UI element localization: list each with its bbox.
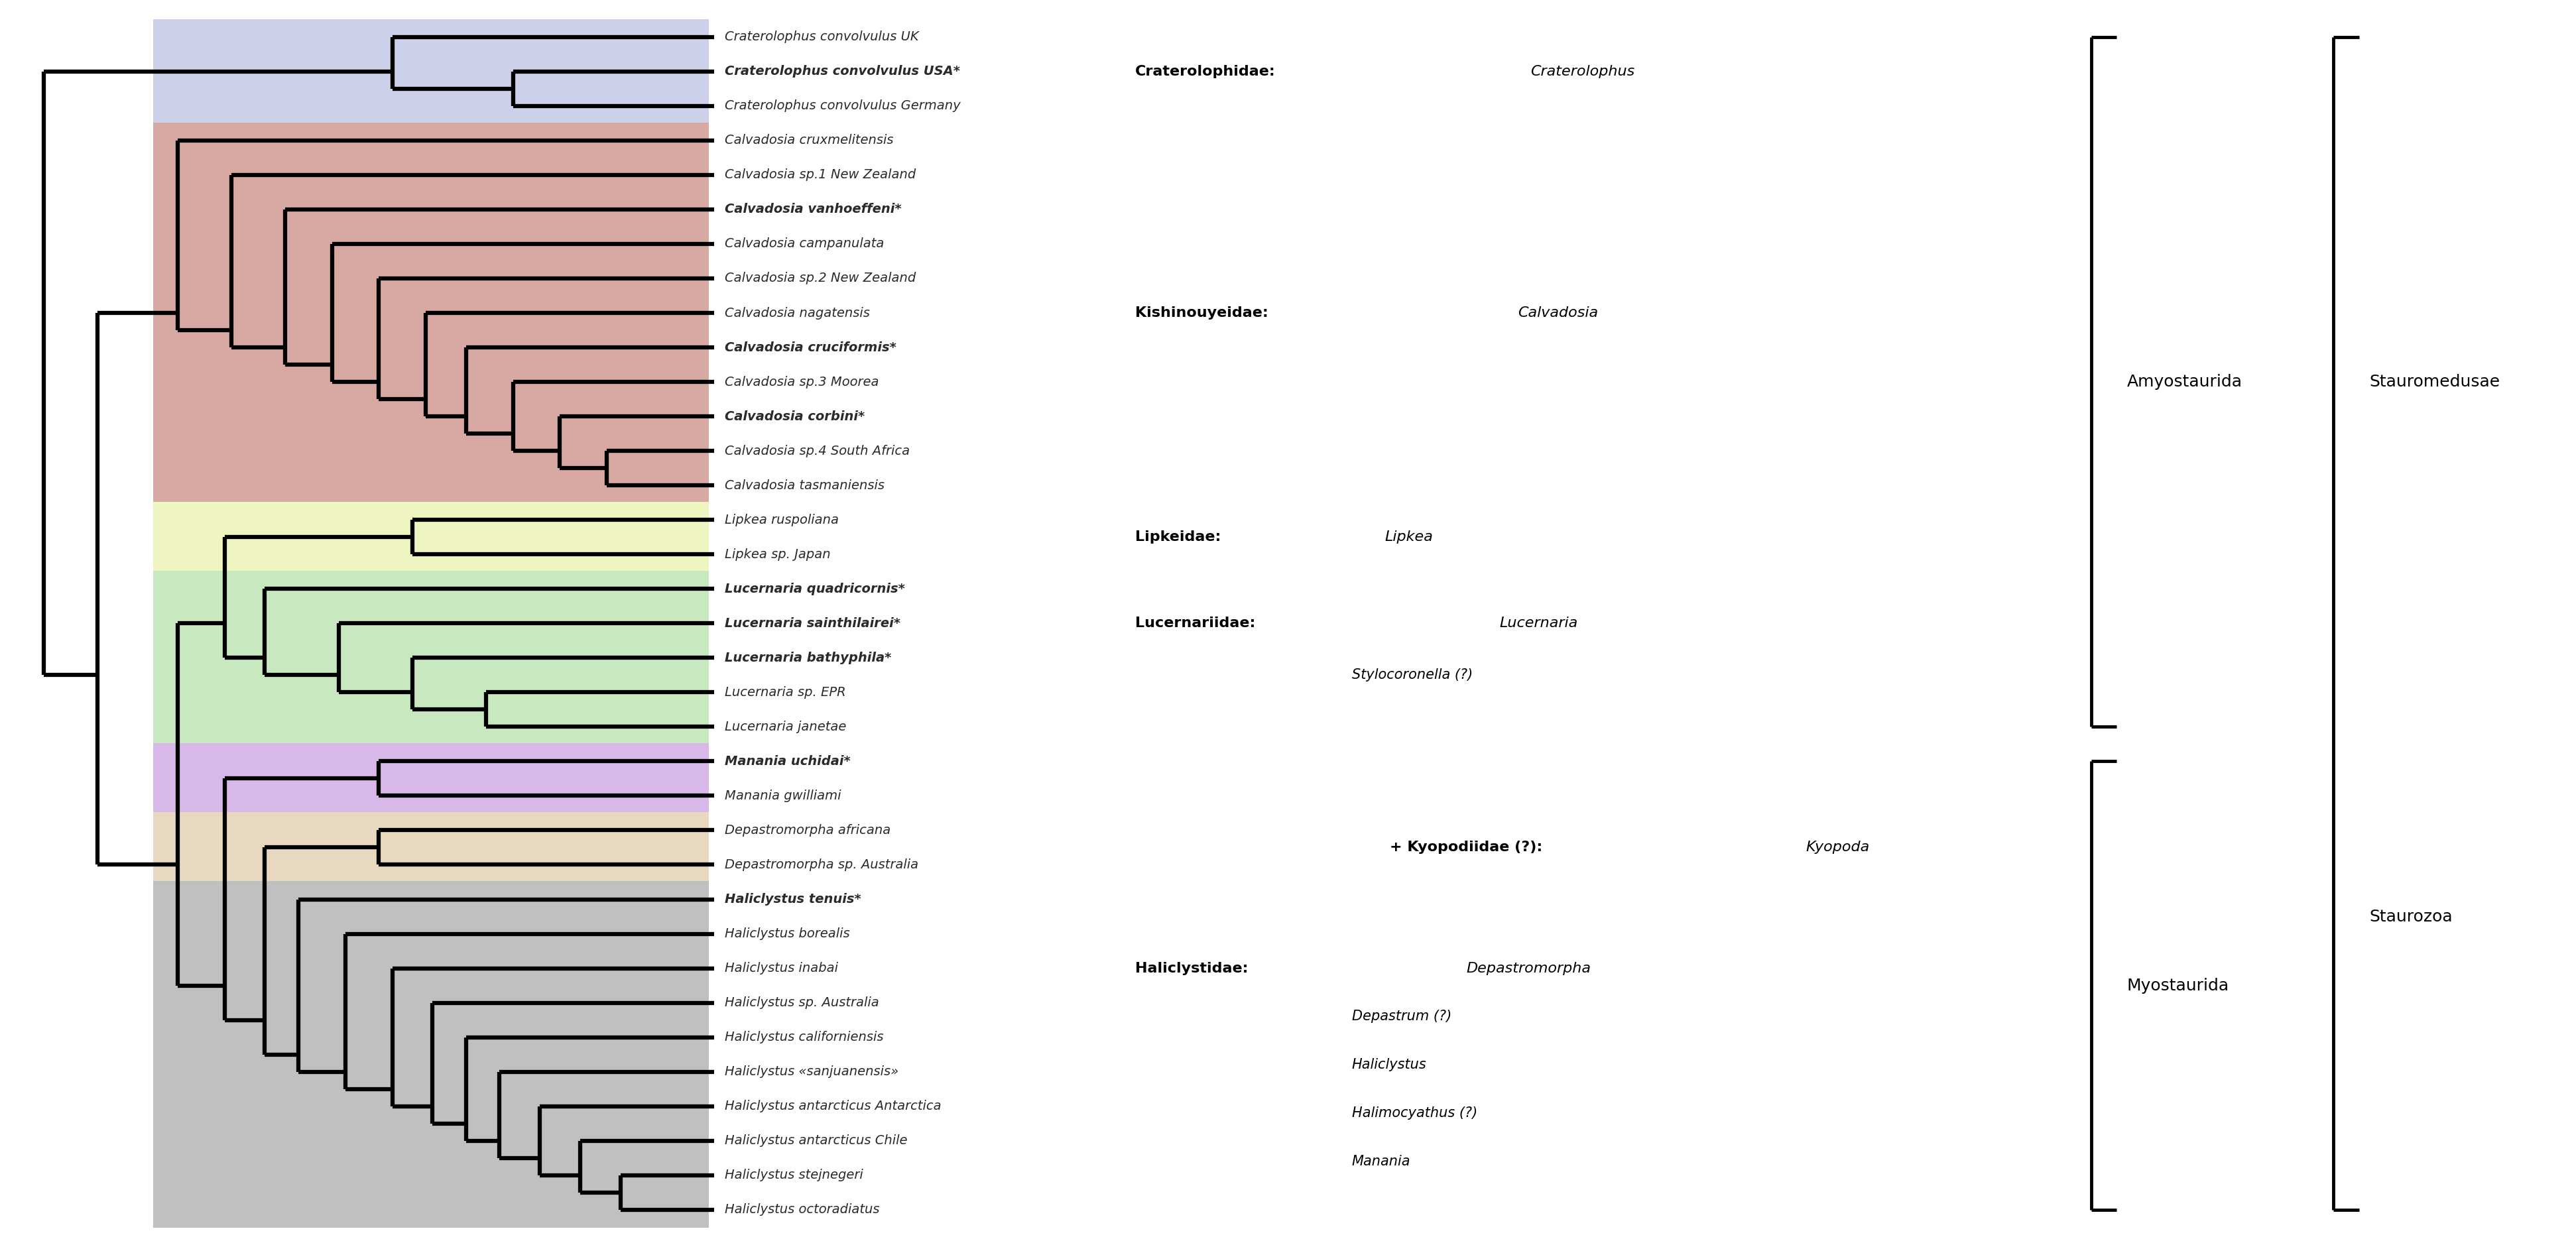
Text: Lucernariidae:: Lucernariidae: (1136, 617, 1255, 630)
Text: Haliclystus borealis: Haliclystus borealis (724, 927, 850, 940)
Text: Calvadosia sp.4 South Africa: Calvadosia sp.4 South Africa (724, 445, 909, 457)
Text: Calvadosia cruxmelitensis: Calvadosia cruxmelitensis (724, 134, 894, 147)
Text: Lipkea sp. Japan: Lipkea sp. Japan (724, 548, 829, 561)
Text: Lucernaria sp. EPR: Lucernaria sp. EPR (724, 686, 845, 699)
Text: Haliclystus antarcticus Antarctica: Haliclystus antarcticus Antarctica (724, 1100, 940, 1112)
Text: Haliclystus «sanjuanensis»: Haliclystus «sanjuanensis» (724, 1065, 899, 1078)
Text: Calvadosia sp.3 Moorea: Calvadosia sp.3 Moorea (724, 375, 878, 388)
Text: Manania gwilliami: Manania gwilliami (724, 789, 840, 802)
Text: Lucernaria bathyphila*: Lucernaria bathyphila* (724, 651, 891, 664)
Text: Calvadosia sp.2 New Zealand: Calvadosia sp.2 New Zealand (724, 272, 914, 285)
Text: + Kyopodiidae (?):: + Kyopodiidae (?): (1391, 842, 1543, 854)
Text: Stylocoronella (?): Stylocoronella (?) (1352, 669, 1473, 681)
Text: Lipkeidae:: Lipkeidae: (1136, 531, 1221, 543)
Text: Calvadosia cruciformis*: Calvadosia cruciformis* (724, 341, 896, 354)
Text: Depastrum (?): Depastrum (?) (1352, 1009, 1450, 1023)
Text: Lipkea: Lipkea (1386, 531, 1432, 543)
Text: Craterolophus convolvulus USA*: Craterolophus convolvulus USA* (724, 65, 961, 78)
Text: Calvadosia vanhoeffeni*: Calvadosia vanhoeffeni* (724, 203, 902, 216)
Bar (152, 123, 708, 503)
Text: Calvadosia sp.1 New Zealand: Calvadosia sp.1 New Zealand (724, 169, 914, 181)
Text: Haliclystus octoradiatus: Haliclystus octoradiatus (724, 1203, 878, 1216)
Text: Depastromorpha sp. Australia: Depastromorpha sp. Australia (724, 859, 917, 871)
Text: Manania uchidai*: Manania uchidai* (724, 755, 850, 768)
Text: Lucernaria janetae: Lucernaria janetae (724, 721, 845, 733)
Text: Haliclystus sp. Australia: Haliclystus sp. Australia (724, 997, 878, 1009)
Text: Calvadosia campanulata: Calvadosia campanulata (724, 237, 884, 250)
Text: Myostaurida: Myostaurida (2128, 977, 2228, 993)
Text: Haliclystus stejnegeri: Haliclystus stejnegeri (724, 1168, 863, 1182)
Text: Amyostaurida: Amyostaurida (2128, 374, 2241, 390)
Text: Depastromorpha africana: Depastromorpha africana (724, 824, 891, 837)
Text: Halimocyathus (?): Halimocyathus (?) (1352, 1106, 1476, 1120)
Text: Haliclystus californiensis: Haliclystus californiensis (724, 1030, 884, 1044)
Text: Haliclystus: Haliclystus (1352, 1058, 1427, 1071)
Text: Manania: Manania (1352, 1155, 1412, 1168)
Text: Haliclystidae:: Haliclystidae: (1136, 962, 1247, 975)
Text: Lucernaria quadricornis*: Lucernaria quadricornis* (724, 583, 904, 595)
Text: Craterolophus: Craterolophus (1530, 65, 1636, 78)
Text: Craterolophidae:: Craterolophidae: (1136, 65, 1275, 78)
Text: Kyopoda: Kyopoda (1806, 842, 1870, 854)
Text: Calvadosia corbini*: Calvadosia corbini* (724, 410, 866, 423)
Bar (152, 813, 708, 883)
Text: Lucernaria: Lucernaria (1499, 617, 1579, 630)
Text: Depastromorpha: Depastromorpha (1466, 962, 1592, 975)
Text: Haliclystus antarcticus Chile: Haliclystus antarcticus Chile (724, 1135, 907, 1147)
Text: Calvadosia: Calvadosia (1517, 306, 1597, 319)
Bar (152, 502, 708, 572)
Text: Lipkea ruspoliana: Lipkea ruspoliana (724, 513, 837, 526)
Text: Haliclystus inabai: Haliclystus inabai (724, 962, 837, 975)
Text: Haliclystus tenuis*: Haliclystus tenuis* (724, 892, 860, 906)
Text: Calvadosia nagatensis: Calvadosia nagatensis (724, 307, 871, 319)
Text: Lucernaria sainthilairei*: Lucernaria sainthilairei* (724, 617, 899, 630)
Text: Craterolophus convolvulus Germany: Craterolophus convolvulus Germany (724, 99, 961, 112)
Text: Craterolophus convolvulus UK: Craterolophus convolvulus UK (724, 31, 920, 44)
Bar (152, 881, 708, 1228)
Bar (152, 19, 708, 124)
Text: Calvadosia tasmaniensis: Calvadosia tasmaniensis (724, 479, 884, 492)
Bar (152, 743, 708, 814)
Text: Staurozoa: Staurozoa (2370, 909, 2452, 925)
Bar (152, 571, 708, 745)
Text: Kishinouyeidae:: Kishinouyeidae: (1136, 306, 1267, 319)
Text: Stauromedusae: Stauromedusae (2370, 374, 2501, 390)
